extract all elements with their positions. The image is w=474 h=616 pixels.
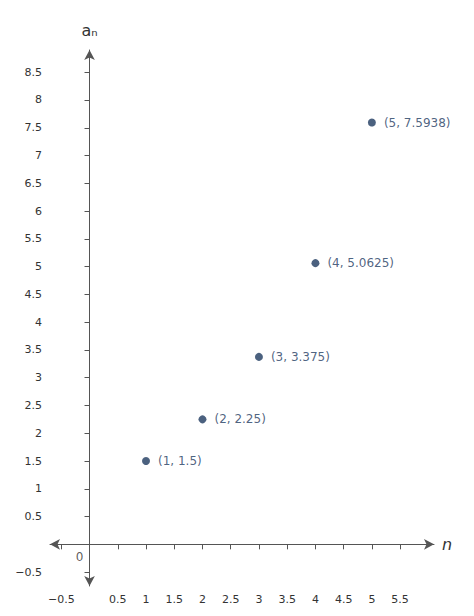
svg-text:1.5: 1.5 [165, 593, 183, 606]
svg-text:6.5: 6.5 [25, 177, 43, 190]
svg-text:(5, 7.5938): (5, 7.5938) [384, 116, 451, 130]
svg-text:4.5: 4.5 [335, 593, 353, 606]
svg-text:8: 8 [35, 93, 42, 106]
svg-text:3.5: 3.5 [278, 593, 296, 606]
svg-text:2: 2 [35, 427, 42, 440]
svg-text:5.5: 5.5 [391, 593, 409, 606]
svg-text:n: n [442, 535, 452, 554]
svg-text:0.5: 0.5 [25, 510, 43, 523]
svg-text:4: 4 [312, 593, 319, 606]
svg-text:7: 7 [35, 149, 42, 162]
svg-text:5: 5 [368, 593, 375, 606]
svg-text:8.5: 8.5 [25, 66, 43, 79]
svg-text:7.5: 7.5 [25, 121, 43, 134]
svg-text:1.5: 1.5 [25, 455, 43, 468]
svg-text:aₙ: aₙ [81, 21, 97, 40]
svg-text:1: 1 [35, 482, 42, 495]
svg-text:5.5: 5.5 [25, 232, 43, 245]
svg-text:0: 0 [76, 550, 84, 564]
svg-text:1: 1 [143, 593, 150, 606]
svg-text:−0.5: −0.5 [15, 566, 42, 579]
svg-text:3: 3 [35, 371, 42, 384]
svg-text:6: 6 [35, 205, 42, 218]
svg-text:0.5: 0.5 [109, 593, 127, 606]
svg-text:2.5: 2.5 [222, 593, 240, 606]
svg-text:4: 4 [35, 316, 42, 329]
svg-text:2.5: 2.5 [25, 399, 43, 412]
svg-text:(3, 3.375): (3, 3.375) [271, 350, 330, 364]
svg-text:2: 2 [199, 593, 206, 606]
svg-text:4.5: 4.5 [25, 288, 43, 301]
svg-text:3.5: 3.5 [25, 343, 43, 356]
svg-text:(2, 2.25): (2, 2.25) [214, 412, 265, 426]
svg-text:(1, 1.5): (1, 1.5) [158, 454, 202, 468]
svg-text:−0.5: −0.5 [48, 593, 75, 606]
svg-text:5: 5 [35, 260, 42, 273]
svg-text:(4, 5.0625): (4, 5.0625) [327, 256, 394, 270]
svg-text:3: 3 [255, 593, 262, 606]
